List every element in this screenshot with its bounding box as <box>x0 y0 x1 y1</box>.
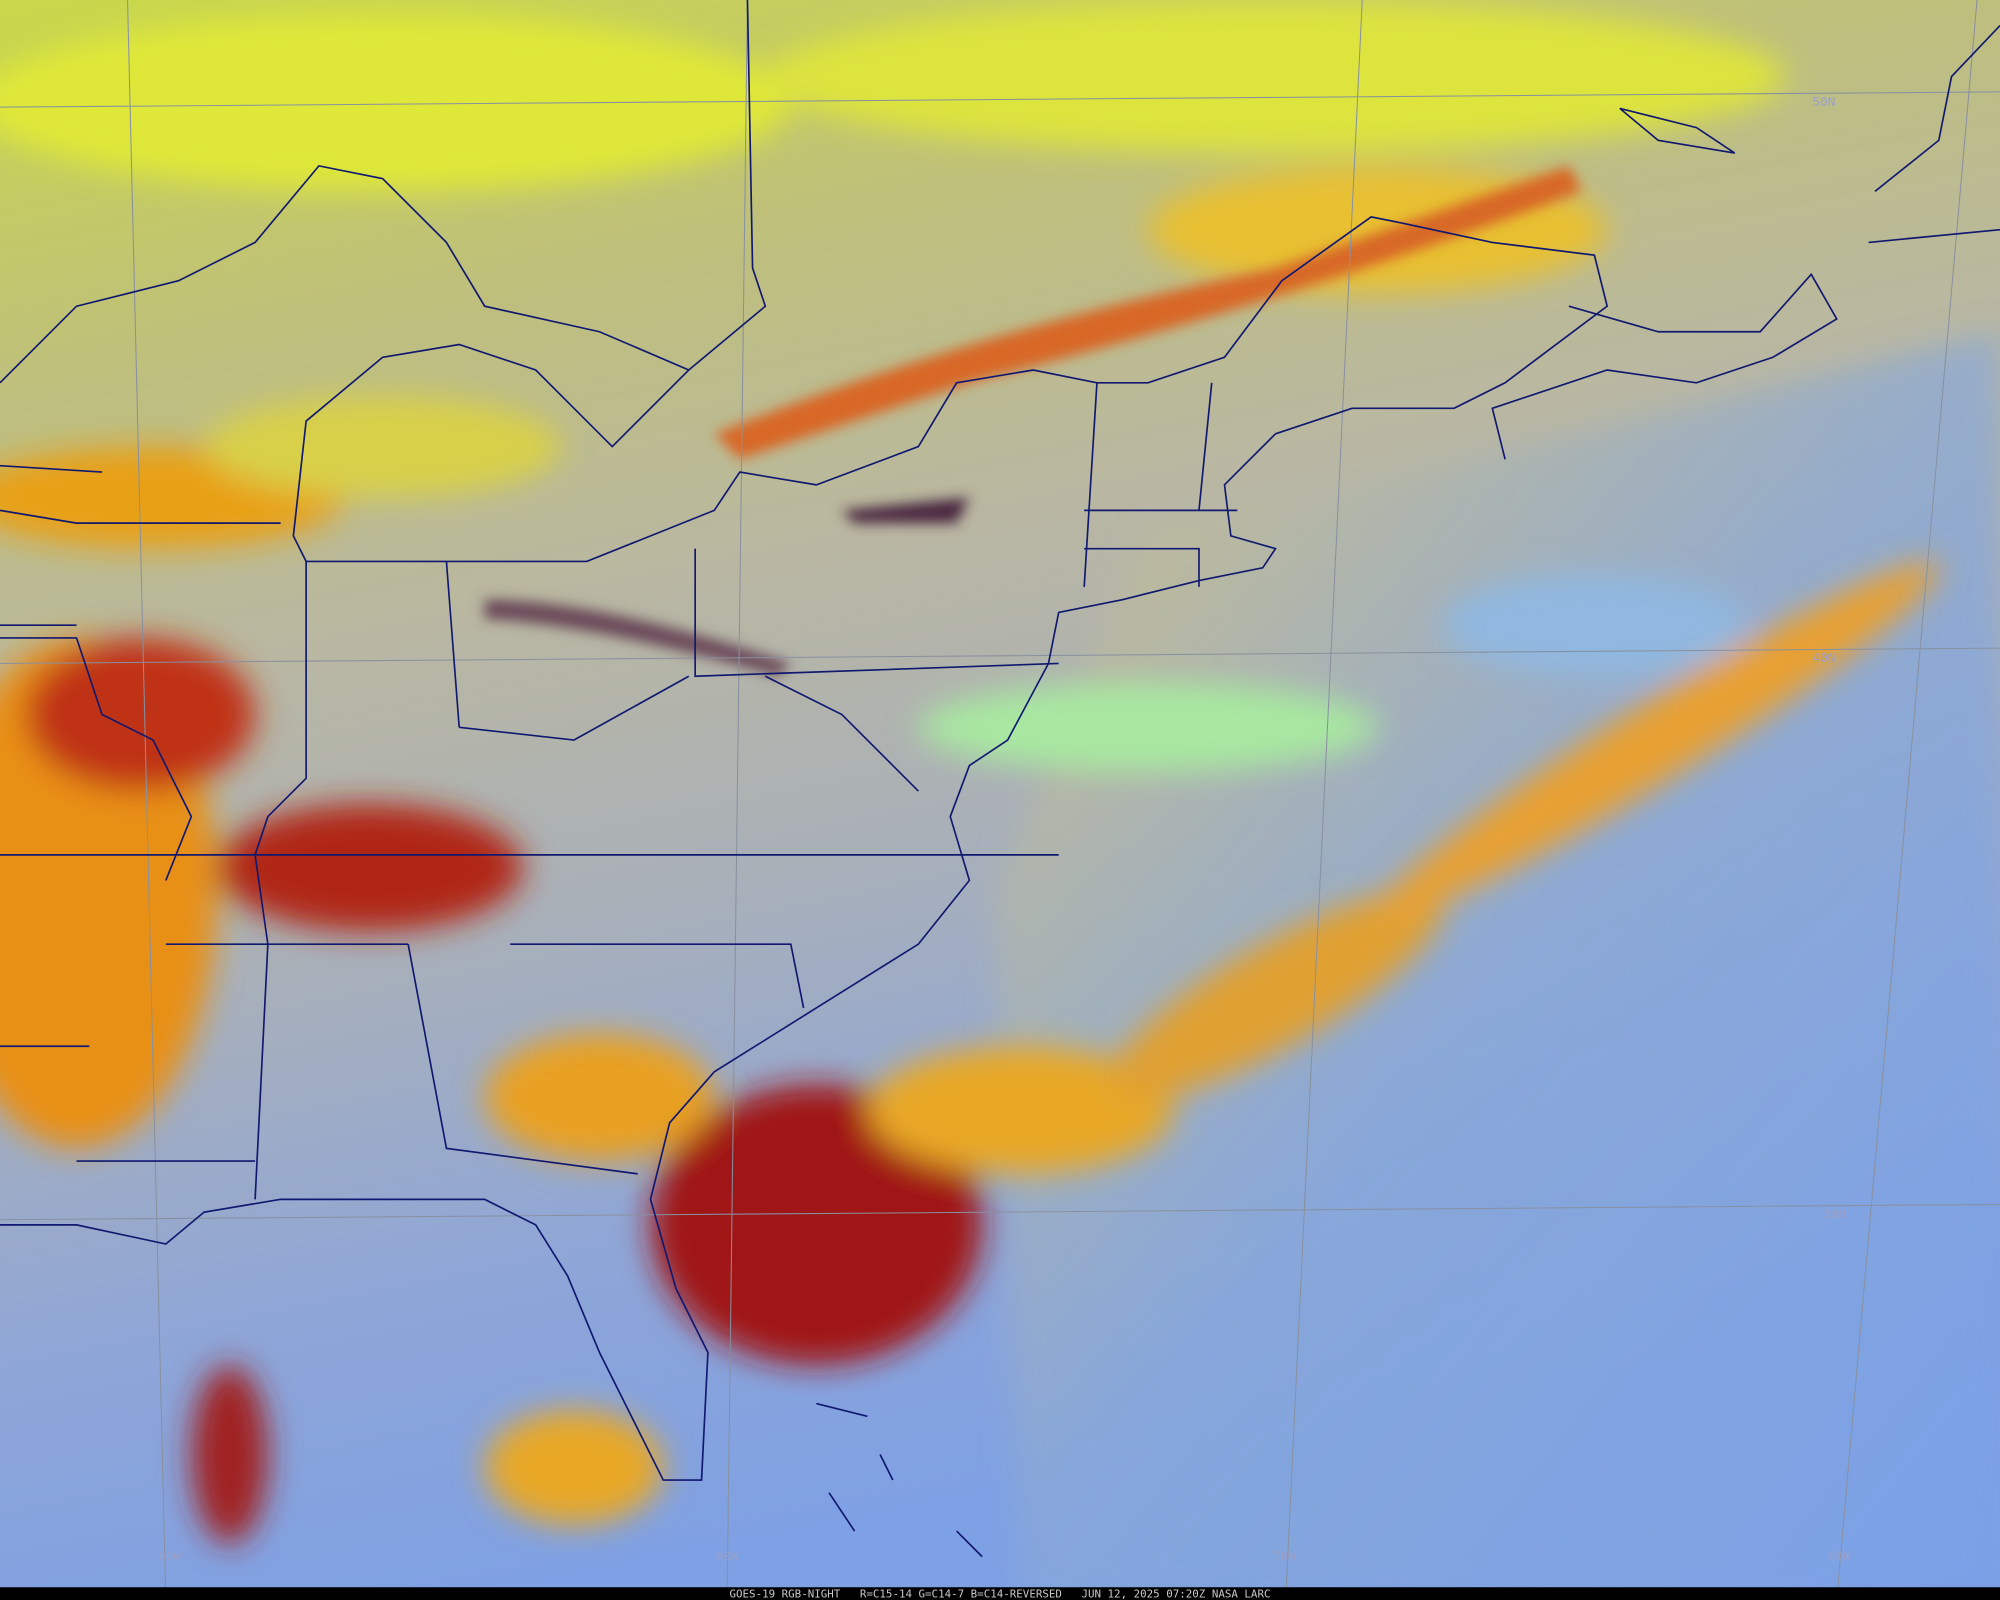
longitude-label: 80W <box>716 1549 739 1564</box>
coastline <box>1868 24 2000 244</box>
grid-line <box>1285 0 1363 1600</box>
footer-bar <box>0 1587 2000 1600</box>
cloud <box>918 682 1378 772</box>
grid-line <box>0 1203 2000 1221</box>
state-border <box>0 464 281 881</box>
longitude-label: 60W <box>1828 1549 1851 1564</box>
cloud <box>765 0 1786 154</box>
border-line <box>0 164 690 384</box>
latitude-label: 30N <box>1823 1207 1846 1222</box>
cloud <box>0 12 791 192</box>
grid-line <box>1836 0 1978 1600</box>
grid-line <box>726 0 748 1600</box>
boundaries <box>0 0 2000 1558</box>
cloud-band <box>484 599 791 677</box>
cloud <box>1107 889 1444 1101</box>
cloud <box>867 1046 1174 1174</box>
grid-line <box>0 647 2000 664</box>
coastline <box>1491 272 1838 460</box>
longitude-label: 90W <box>158 1549 181 1564</box>
coastline <box>0 433 1277 1481</box>
cloud <box>484 1033 715 1162</box>
coastline <box>1619 107 1736 154</box>
cloud <box>25 637 256 792</box>
grid-line <box>127 0 167 1600</box>
cloud <box>216 803 523 932</box>
cloud <box>1441 574 1748 677</box>
cloud <box>1376 561 1941 919</box>
border-line <box>292 0 1609 563</box>
cloud-band <box>841 497 970 524</box>
cloud-detail <box>484 165 1582 677</box>
longitude-label: 70W <box>1273 1549 1296 1564</box>
cloud <box>650 1084 983 1366</box>
cloud-band <box>714 165 1582 460</box>
footer-caption: GOES-19 RGB-NIGHT R=C15-14 G=C14-7 B=C14… <box>729 1587 1270 1600</box>
latitude-label: 50N <box>1812 95 1835 110</box>
cloud <box>204 395 562 498</box>
cloud <box>484 1409 664 1525</box>
state-border <box>0 382 1238 1200</box>
cloud <box>191 1365 268 1544</box>
latitude-label: 40N <box>1812 651 1835 666</box>
grid-labels: 50N 40N 30N 90W 80W 70W 60W <box>158 95 1851 1565</box>
islands <box>816 1402 983 1558</box>
